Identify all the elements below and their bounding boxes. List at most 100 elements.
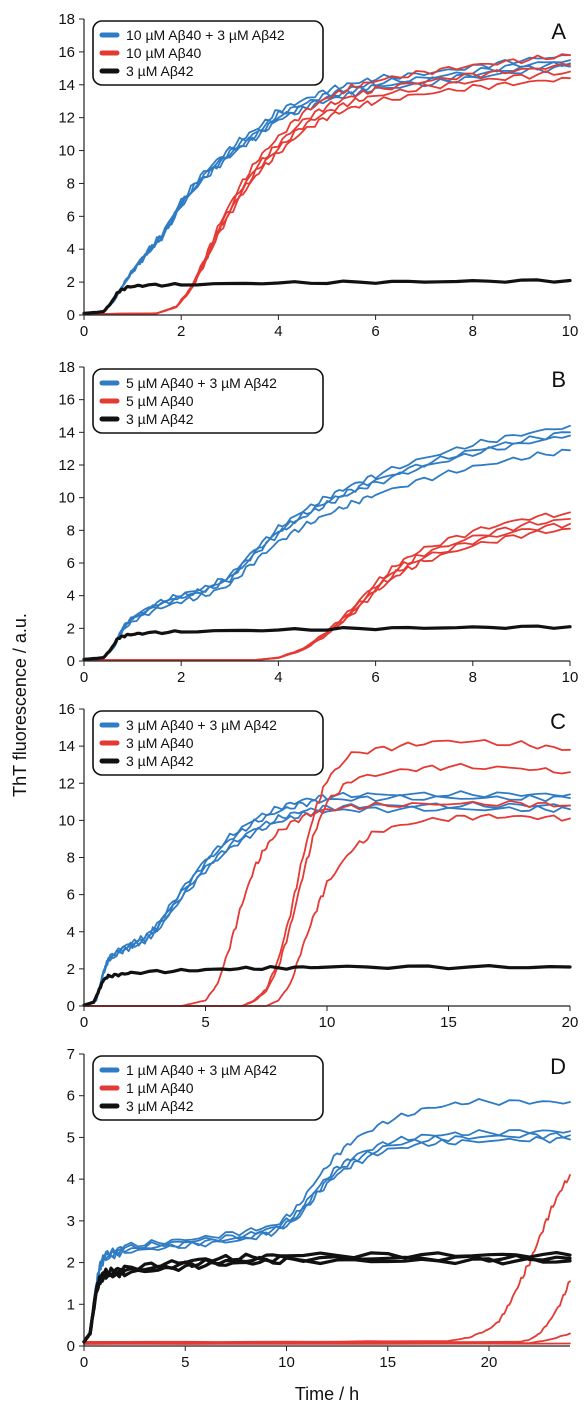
x-tick-label: 0 [80,669,88,686]
x-tick-label: 0 [80,323,88,340]
series-line-mix-1 [83,790,571,1006]
y-tick-label: 10 [58,143,75,160]
x-tick-label: 0 [80,1014,88,1031]
y-tick-label: 14 [58,77,75,94]
panel-letter: D [550,1054,566,1079]
series-line-mix-3 [83,434,571,661]
series-line-ab42-1 [82,1253,572,1344]
series-line-mix-4 [83,805,571,1006]
series-line-mix-1 [83,1098,571,1343]
x-tick-label: 10 [278,1354,295,1371]
y-tick-label: 16 [58,392,75,409]
y-tick-label: 12 [58,457,75,474]
series-line-mix-3 [83,59,571,315]
series-line-ab42-2 [82,1250,572,1344]
y-tick-label: 12 [58,775,75,792]
series-line-ab40-1 [83,511,571,662]
panel-a: 0 2 4 6 8 10 0 2 4 6 8 10 12 14 16 18 A 10 µM Aβ40 + 3 µM… [58,11,578,340]
y-tick-label: 0 [67,998,75,1015]
y-tick-label: 6 [67,555,75,572]
legend-label: 5 µM Aβ40 + 3 µM Aβ42 [126,375,277,391]
legend: 10 µM Aβ40 + 3 µM Aβ42 10 µM Aβ40 3 µM Aβ4… [92,20,324,86]
y-tick-label: 2 [67,961,75,978]
series-line-ab42-1 [82,624,572,662]
legend-label: 1 µM Aβ40 [126,1080,194,1096]
y-tick-label: 2 [67,1255,75,1272]
x-tick-label: 6 [371,669,379,686]
series-line-ab42-1 [82,963,572,1007]
legend-label: 3 µM Aβ42 [126,1098,194,1114]
y-tick-label: 10 [58,490,75,507]
x-tick-label: 2 [177,323,185,340]
x-tick-label: 10 [562,323,579,340]
y-tick-label: 5 [67,1129,75,1146]
series-line-mix-3 [83,1136,571,1343]
legend-label: 3 µM Aβ40 + 3 µM Aβ42 [126,717,277,733]
y-tick-label: 14 [58,738,75,755]
y-tick-label: 6 [67,1088,75,1105]
x-tick-label: 4 [274,323,282,340]
series-line-ab42-3 [82,1256,572,1344]
x-tick-label: 0 [80,1354,88,1371]
y-tick-label: 8 [67,522,75,539]
series-line-mix-1 [83,1132,571,1343]
series-line-ab40-1 [83,1174,571,1343]
y-tick-label: 1 [67,1296,75,1313]
x-tick-label: 5 [201,1014,209,1031]
y-tick-label: 6 [67,208,75,225]
y-axis-label: ThT fluorescence / a.u. [10,613,30,797]
y-tick-label: 4 [67,241,75,258]
x-axis-label: Time / h [295,1384,359,1404]
series-line-mix-2 [83,61,571,315]
y-tick-label: 0 [67,307,75,324]
legend-label: 3 µM Aβ42 [126,63,194,79]
x-tick-label: 5 [181,1354,189,1371]
y-tick-label: 7 [67,1046,75,1063]
y-tick-label: 16 [58,44,75,61]
y-tick-label: 8 [67,175,75,192]
panel-letter: A [551,19,566,44]
legend-box [92,20,324,86]
y-tick-label: 4 [67,1171,75,1188]
legend-box [92,368,324,434]
legend-label: 3 µM Aβ42 [126,753,194,769]
series-line-mix-2 [83,1129,571,1343]
x-tick-label: 10 [562,669,579,686]
y-tick-label: 6 [67,887,75,904]
x-tick-label: 4 [274,669,282,686]
y-tick-label: 4 [67,924,75,941]
x-tick-label: 20 [562,1014,579,1031]
y-tick-label: 3 [67,1213,75,1230]
panel-letter: C [550,709,566,734]
panel-b: 0 2 4 6 8 10 0 2 4 6 8 10 12 14 16 18 B 5 µM Aβ40 + 3 µM … [58,359,578,686]
y-tick-label: 12 [58,110,75,127]
x-tick-label: 15 [379,1354,396,1371]
legend: 3 µM Aβ40 + 3 µM Aβ42 3 µM Aβ40 3 µM Aβ42 [92,710,324,776]
y-tick-label: 4 [67,588,75,605]
x-tick-label: 15 [440,1014,457,1031]
y-tick-label: 18 [58,11,75,28]
y-tick-label: 2 [67,274,75,291]
series-line-ab40-4 [83,527,571,662]
legend-label: 10 µM Aβ40 + 3 µM Aβ42 [126,27,285,43]
series-line-mix-4 [83,448,571,661]
series-line-ab40-1 [83,813,571,1007]
x-tick-label: 8 [469,669,477,686]
legend-label: 3 µM Aβ40 [126,735,194,751]
series-line-ab40-1 [83,739,571,1007]
series-line-ab40-1 [83,1342,571,1345]
legend: 1 µM Aβ40 + 3 µM Aβ42 1 µM Aβ40 3 µM Aβ42 [92,1055,324,1121]
series-line-ab40-4 [83,76,571,316]
y-tick-label: 18 [58,359,75,376]
series-line-ab40-1 [83,1280,571,1344]
series-line-ab40-1 [83,800,571,1007]
legend: 5 µM Aβ40 + 3 µM Aβ42 5 µM Aβ40 3 µM Aβ42 [92,368,324,434]
y-tick-label: 16 [58,701,75,718]
x-tick-label: 2 [177,669,185,686]
y-tick-label: 8 [67,850,75,867]
legend-label: 5 µM Aβ40 [126,393,194,409]
series-line-mix-2 [83,794,571,1006]
y-tick-label: 10 [58,812,75,829]
